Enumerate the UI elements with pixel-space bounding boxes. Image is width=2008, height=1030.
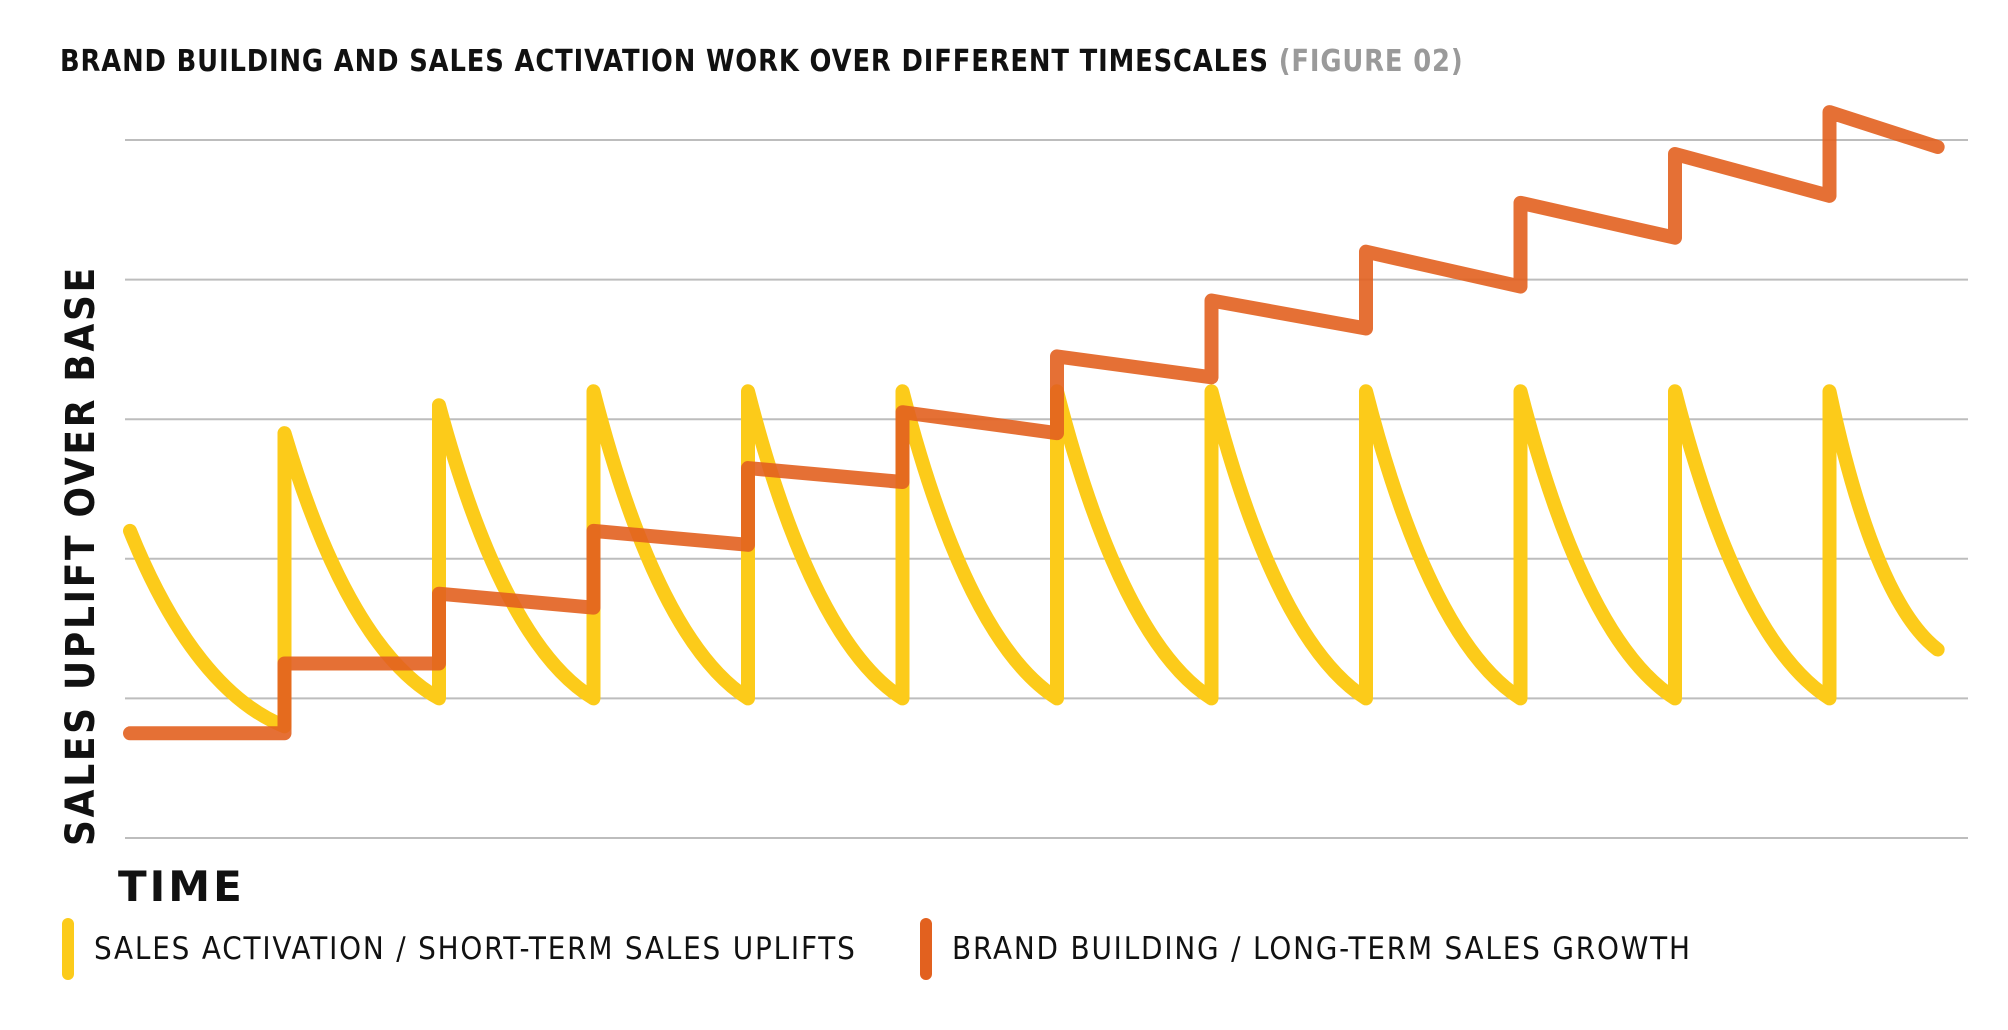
point-brand-building — [591, 528, 597, 534]
point-brand-building — [745, 542, 751, 548]
point-sales-activation — [1054, 695, 1060, 701]
point-brand-building — [745, 465, 751, 471]
point-sales-activation — [1363, 695, 1369, 701]
point-brand-building — [436, 661, 442, 667]
point-sales-activation — [1518, 695, 1524, 701]
series-line-brand-building — [123, 105, 1945, 741]
point-sales-activation — [900, 388, 906, 394]
point-sales-activation — [127, 528, 133, 534]
legend-item-brand-building: BRAND BUILDING / LONG-TERM SALES GROWTH — [920, 918, 1774, 980]
point-brand-building — [127, 730, 133, 736]
point-brand-building — [282, 730, 288, 736]
point-sales-activation — [1518, 388, 1524, 394]
point-sales-activation — [1672, 695, 1678, 701]
point-sales-activation — [1935, 647, 1941, 653]
point-brand-building — [436, 591, 442, 597]
point-sales-activation — [591, 388, 597, 394]
point-sales-activation — [1209, 388, 1215, 394]
chart-title-main: BRAND BUILDING AND SALES ACTIVATION WORK… — [60, 44, 1269, 79]
point-brand-building — [1054, 353, 1060, 359]
point-brand-building — [900, 409, 906, 415]
legend-swatch-sales-activation — [62, 918, 74, 980]
point-brand-building — [1827, 193, 1833, 199]
point-sales-activation — [591, 695, 597, 701]
legend-label-brand-building: BRAND BUILDING / LONG-TERM SALES GROWTH — [952, 931, 1692, 967]
point-brand-building — [1827, 109, 1833, 115]
point-brand-building — [1363, 325, 1369, 331]
point-sales-activation — [1672, 388, 1678, 394]
chart-title: BRAND BUILDING AND SALES ACTIVATION WORK… — [60, 44, 1464, 79]
point-sales-activation — [1363, 388, 1369, 394]
point-sales-activation — [745, 388, 751, 394]
legend-label-sales-activation: SALES ACTIVATION / SHORT-TERM SALES UPLI… — [94, 931, 857, 967]
point-sales-activation — [436, 402, 442, 408]
point-brand-building — [1672, 235, 1678, 241]
point-brand-building — [282, 661, 288, 667]
point-brand-building — [591, 605, 597, 611]
point-sales-activation — [1827, 388, 1833, 394]
point-sales-activation — [900, 695, 906, 701]
point-brand-building — [1209, 374, 1215, 380]
figure-number: (FIGURE 02) — [1278, 44, 1464, 79]
point-sales-activation — [282, 723, 288, 729]
legend-swatch-brand-building — [920, 918, 932, 980]
point-brand-building — [900, 479, 906, 485]
point-brand-building — [1363, 249, 1369, 255]
point-sales-activation — [1209, 695, 1215, 701]
point-brand-building — [1209, 298, 1215, 304]
point-brand-building — [1518, 200, 1524, 206]
point-sales-activation — [282, 430, 288, 436]
point-brand-building — [1054, 430, 1060, 436]
point-sales-activation — [1054, 388, 1060, 394]
point-sales-activation — [436, 695, 442, 701]
point-brand-building — [1672, 151, 1678, 157]
point-brand-building — [1518, 284, 1524, 290]
point-sales-activation — [1827, 695, 1833, 701]
point-sales-activation — [745, 695, 751, 701]
legend-item-sales-activation: SALES ACTIVATION / SHORT-TERM SALES UPLI… — [62, 918, 941, 980]
x-axis-label: TIME — [118, 862, 245, 911]
point-brand-building — [1935, 144, 1941, 150]
